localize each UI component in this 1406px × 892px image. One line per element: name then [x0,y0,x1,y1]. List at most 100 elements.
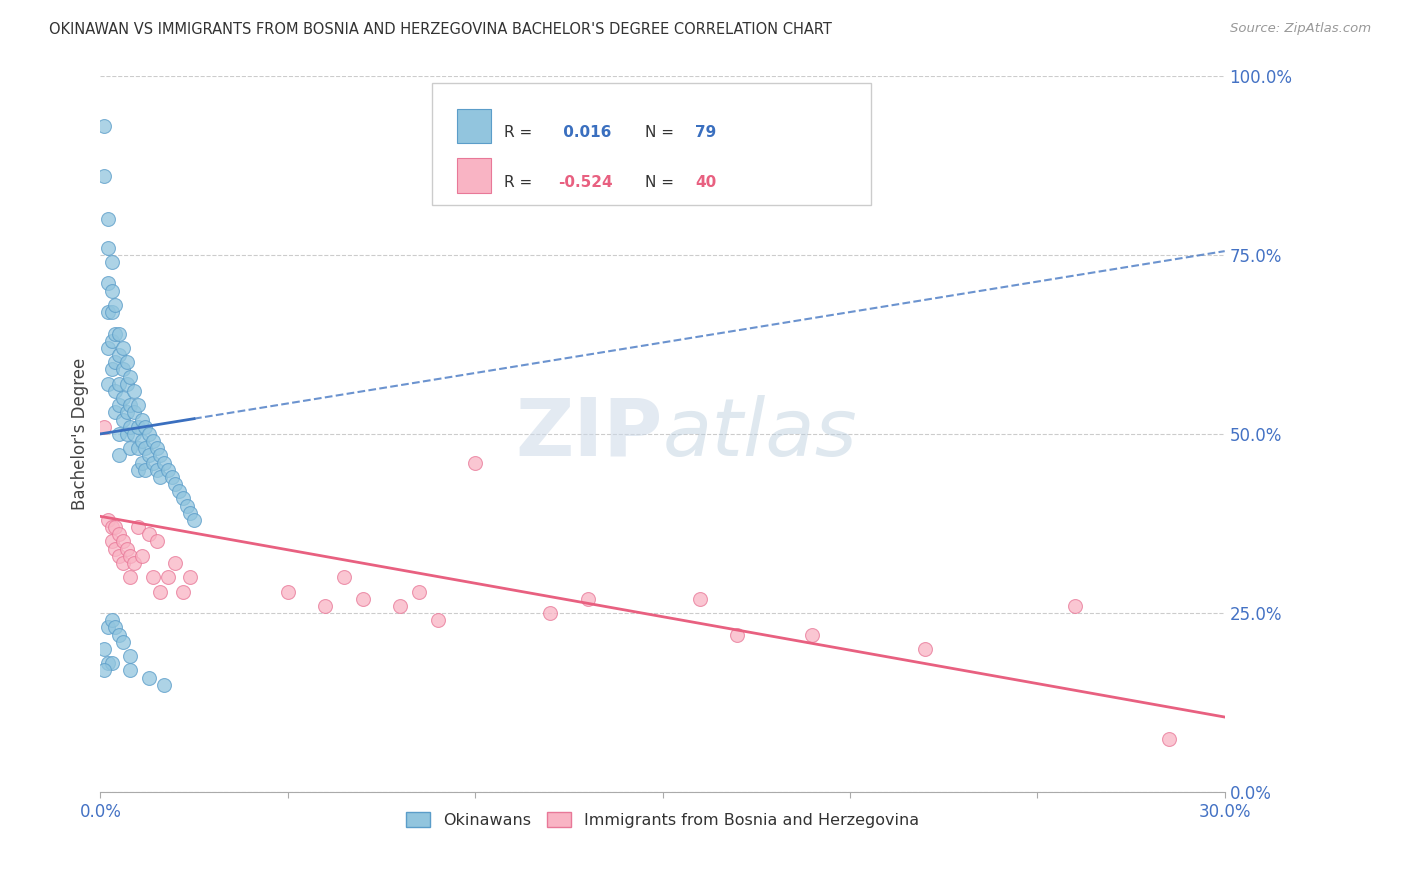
Point [120,664,142,678]
Point [97,341,120,355]
Point [108,326,131,341]
Point [149,470,172,484]
Y-axis label: Bachelor's Degree: Bachelor's Degree [72,358,89,510]
Point [93,419,115,434]
Point [914,642,936,657]
Point [120,549,142,563]
Point [127,442,149,456]
Point [801,627,824,641]
Point [153,678,176,692]
Point [97,657,120,671]
Point [131,434,153,448]
Point [142,456,165,470]
Point [183,513,205,527]
Point [111,634,134,648]
Point [108,398,131,412]
Point [115,376,138,391]
FancyBboxPatch shape [457,158,491,193]
Point [108,549,131,563]
Point [138,426,160,441]
Point [104,520,127,534]
Point [153,456,176,470]
Point [138,449,160,463]
Point [100,305,122,319]
Point [138,527,160,541]
Text: OKINAWAN VS IMMIGRANTS FROM BOSNIA AND HERZEGOVINA BACHELOR'S DEGREE CORRELATION: OKINAWAN VS IMMIGRANTS FROM BOSNIA AND H… [49,22,832,37]
Point [120,570,142,584]
Text: atlas: atlas [662,395,858,473]
Point [104,326,127,341]
Point [108,348,131,362]
Point [131,456,153,470]
Point [100,284,122,298]
Point [426,613,449,627]
Point [576,591,599,606]
Point [97,241,120,255]
Point [104,620,127,634]
Point [115,426,138,441]
Point [134,463,156,477]
Text: R =: R = [503,126,537,140]
Point [100,362,122,376]
Point [165,556,187,570]
Point [100,657,122,671]
Point [108,376,131,391]
Point [689,591,711,606]
Point [120,442,142,456]
Point [100,534,122,549]
Point [111,362,134,376]
Point [127,419,149,434]
Point [138,671,160,685]
Text: 0.016: 0.016 [558,126,612,140]
Point [172,584,194,599]
Point [104,298,127,312]
Point [127,520,149,534]
Point [100,334,122,348]
Point [352,591,374,606]
Point [97,305,120,319]
Point [172,491,194,506]
Point [115,405,138,419]
Point [122,426,145,441]
Point [167,484,190,499]
Point [111,534,134,549]
Point [149,449,172,463]
Point [176,499,198,513]
Point [127,398,149,412]
Point [134,442,156,456]
Point [1063,599,1085,613]
Point [111,412,134,426]
Point [120,369,142,384]
Text: ZIP: ZIP [515,395,662,473]
Point [333,570,356,584]
FancyBboxPatch shape [432,83,870,204]
Point [131,412,153,426]
Point [142,434,165,448]
Point [97,211,120,226]
Point [93,664,115,678]
Point [127,463,149,477]
Point [100,520,122,534]
Text: N =: N = [644,175,679,190]
Point [277,584,299,599]
Point [108,527,131,541]
Point [179,506,201,520]
Point [97,620,120,634]
Point [97,376,120,391]
Point [727,627,749,641]
Point [97,277,120,291]
Text: Source: ZipAtlas.com: Source: ZipAtlas.com [1230,22,1371,36]
Point [156,463,179,477]
Point [142,570,165,584]
Point [104,541,127,556]
Point [100,613,122,627]
Point [111,391,134,405]
Point [145,463,167,477]
Text: N =: N = [644,126,679,140]
Point [122,556,145,570]
Point [464,456,486,470]
Text: R =: R = [503,175,537,190]
Point [120,398,142,412]
Point [108,627,131,641]
Point [104,355,127,369]
